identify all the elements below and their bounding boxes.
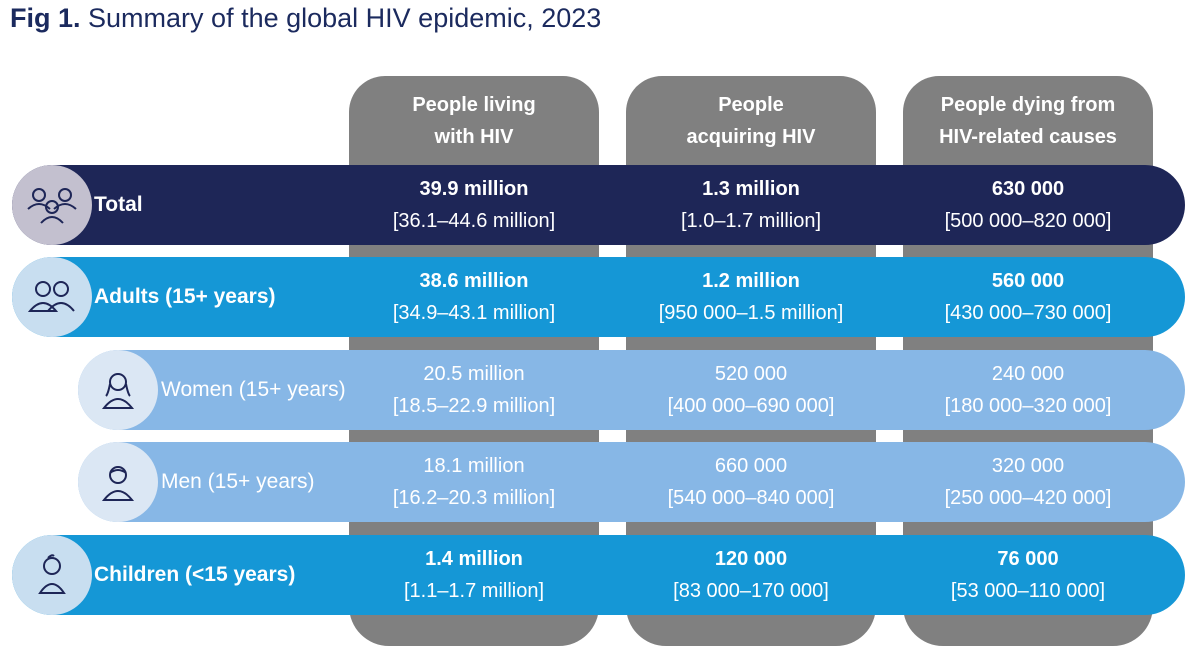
- cell-range: [950 000–1.5 million]: [658, 302, 844, 324]
- cell-range: [1.1–1.7 million]: [403, 580, 545, 602]
- column-header-acquiring: People acquiring HIV: [626, 86, 876, 156]
- cell-adults-dying: 560 000 [430 000–730 000]: [903, 257, 1153, 337]
- cell-women-acquiring: 520 000 [400 000–690 000]: [626, 350, 876, 430]
- cell-women-living: 20.5 million [18.5–22.9 million]: [349, 350, 599, 430]
- cell-range: [500 000–820 000]: [944, 210, 1112, 232]
- cell-range: [18.5–22.9 million]: [392, 395, 556, 417]
- row-label-children: Children (<15 years): [94, 563, 296, 586]
- row-total: Total 39.9 million [36.1–44.6 million] 1…: [12, 165, 1185, 245]
- cell-value: 240 000: [991, 363, 1065, 385]
- cell-value: 120 000: [714, 548, 788, 570]
- column-header-line: with HIV: [434, 126, 514, 148]
- cell-value: 39.9 million: [419, 178, 529, 200]
- column-header-line: HIV-related causes: [939, 126, 1117, 148]
- cell-children-dying: 76 000 [53 000–110 000]: [903, 535, 1153, 615]
- column-header-line: People living: [412, 94, 536, 116]
- cell-total-dying: 630 000 [500 000–820 000]: [903, 165, 1153, 245]
- child-icon: [12, 535, 92, 615]
- figure-label: Fig 1.: [10, 3, 81, 33]
- cell-value: 1.3 million: [702, 178, 800, 200]
- cell-range: [540 000–840 000]: [667, 487, 835, 509]
- cell-total-acquiring: 1.3 million [1.0–1.7 million]: [626, 165, 876, 245]
- row-men: Men (15+ years) 18.1 million [16.2–20.3 …: [78, 442, 1185, 522]
- cell-range: [180 000–320 000]: [944, 395, 1112, 417]
- figure-title-text: Summary of the global HIV epidemic, 2023: [88, 3, 602, 33]
- cell-value: 320 000: [991, 455, 1065, 477]
- cell-total-living: 39.9 million [36.1–44.6 million]: [349, 165, 599, 245]
- cell-value: 630 000: [991, 178, 1065, 200]
- cell-value: 560 000: [991, 270, 1065, 292]
- row-adults: Adults (15+ years) 38.6 million [34.9–43…: [12, 257, 1185, 337]
- column-header-line: People: [718, 94, 784, 116]
- cell-value: 76 000: [997, 548, 1059, 570]
- cell-value: 520 000: [714, 363, 788, 385]
- cell-range: [16.2–20.3 million]: [392, 487, 556, 509]
- cell-adults-acquiring: 1.2 million [950 000–1.5 million]: [626, 257, 876, 337]
- cell-men-living: 18.1 million [16.2–20.3 million]: [349, 442, 599, 522]
- cell-adults-living: 38.6 million [34.9–43.1 million]: [349, 257, 599, 337]
- cell-range: [83 000–170 000]: [673, 580, 829, 602]
- cell-range: [34.9–43.1 million]: [392, 302, 556, 324]
- row-women: Women (15+ years) 20.5 million [18.5–22.…: [78, 350, 1185, 430]
- row-label-adults: Adults (15+ years): [94, 285, 276, 308]
- column-header-line: People dying from: [940, 94, 1116, 116]
- woman-icon: [78, 350, 158, 430]
- cell-women-dying: 240 000 [180 000–320 000]: [903, 350, 1153, 430]
- cell-value: 660 000: [714, 455, 788, 477]
- column-header-line: acquiring HIV: [686, 126, 816, 148]
- cell-men-acquiring: 660 000 [540 000–840 000]: [626, 442, 876, 522]
- cell-value: 20.5 million: [423, 363, 525, 385]
- row-label-men: Men (15+ years): [161, 470, 315, 493]
- row-label-women: Women (15+ years): [161, 378, 346, 401]
- cell-range: [430 000–730 000]: [944, 302, 1112, 324]
- figure-title: Fig 1. Summary of the global HIV epidemi…: [10, 0, 601, 40]
- cell-range: [36.1–44.6 million]: [392, 210, 556, 232]
- column-header-living: People living with HIV: [349, 86, 599, 156]
- cell-value: 38.6 million: [419, 270, 529, 292]
- group-icon: [12, 165, 92, 245]
- row-label-total: Total: [94, 193, 143, 216]
- cell-range: [53 000–110 000]: [950, 580, 1106, 602]
- column-header-dying: People dying from HIV-related causes: [903, 86, 1153, 156]
- adults-icon: [12, 257, 92, 337]
- row-children: Children (<15 years) 1.4 million [1.1–1.…: [12, 535, 1185, 615]
- cell-children-living: 1.4 million [1.1–1.7 million]: [349, 535, 599, 615]
- cell-children-acquiring: 120 000 [83 000–170 000]: [626, 535, 876, 615]
- man-icon: [78, 442, 158, 522]
- cell-value: 1.2 million: [702, 270, 800, 292]
- cell-men-dying: 320 000 [250 000–420 000]: [903, 442, 1153, 522]
- cell-value: 18.1 million: [423, 455, 525, 477]
- cell-range: [1.0–1.7 million]: [680, 210, 822, 232]
- cell-range: [250 000–420 000]: [944, 487, 1112, 509]
- cell-range: [400 000–690 000]: [667, 395, 835, 417]
- cell-value: 1.4 million: [425, 548, 523, 570]
